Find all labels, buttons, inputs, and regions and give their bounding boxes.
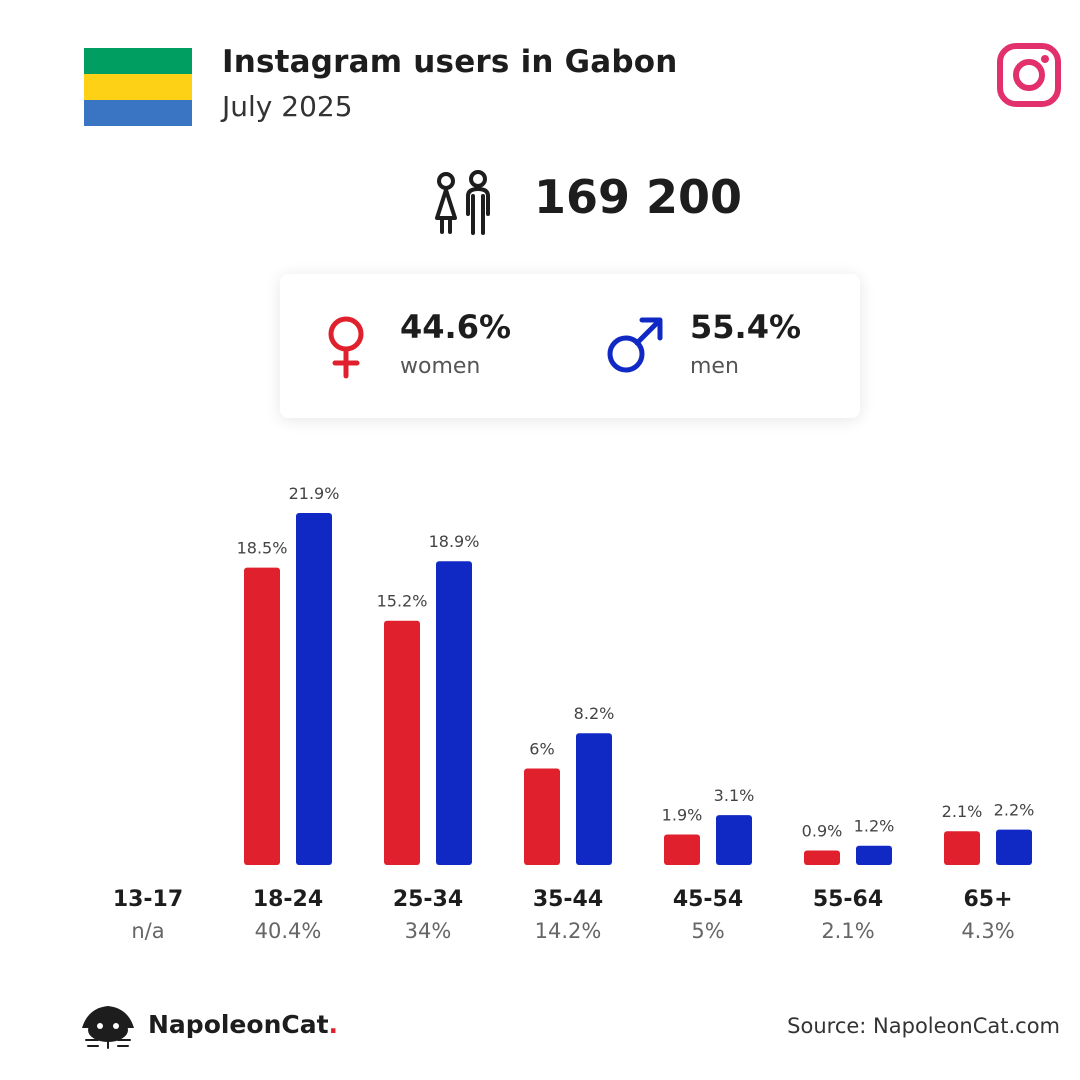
gabon-flag — [84, 48, 192, 126]
age-category-label: 45-54 — [673, 887, 743, 912]
flag-stripe-yellow — [84, 74, 192, 100]
flag-stripe-green — [84, 48, 192, 74]
page-title: Instagram users in Gabon — [222, 44, 678, 80]
bar-value-label: 2.2% — [994, 801, 1035, 820]
brand-text: NapoleonCat — [148, 1010, 329, 1039]
men-label: men — [690, 354, 739, 379]
bar-value-label: 18.5% — [237, 539, 288, 558]
age-group-total: 5% — [691, 919, 724, 943]
bar-value-label: 0.9% — [802, 822, 843, 841]
flag-stripe-blue — [84, 100, 192, 126]
age-category-label: 35-44 — [533, 887, 603, 912]
age-category-label: 13-17 — [113, 887, 183, 912]
instagram-icon — [997, 43, 1061, 107]
age-category-label: 25-34 — [393, 887, 463, 912]
age-gender-bar-chart: 13-17 n/a 18.5% 21.9% 18-24 40.4% 15.2% 18.9% 25… — [113, 484, 1035, 943]
total-users: 169 200 — [534, 170, 743, 224]
age-category-label: 18-24 — [253, 887, 323, 912]
bar-value-label: 15.2% — [377, 592, 428, 611]
age-group-total: 34% — [405, 919, 452, 943]
bar-women — [944, 831, 980, 865]
bar-men — [856, 845, 892, 865]
source-credit: Source: NapoleonCat.com — [787, 1014, 1060, 1038]
bar-value-label: 3.1% — [714, 786, 755, 805]
people-icon — [435, 170, 490, 235]
bar-men — [436, 561, 472, 865]
female-symbol-icon — [328, 316, 364, 379]
page-subtitle: July 2025 — [222, 90, 353, 123]
age-group-total: n/a — [131, 919, 164, 943]
brand-dot: . — [328, 1010, 339, 1039]
age-group-total: 14.2% — [535, 919, 602, 943]
bar-value-label: 8.2% — [574, 704, 615, 723]
bar-men — [296, 513, 332, 865]
bar-value-label: 21.9% — [289, 484, 340, 503]
bar-men — [576, 733, 612, 865]
male-symbol-icon — [607, 317, 663, 373]
women-label: women — [400, 354, 481, 379]
gender-card: 44.6% women 55.4% men — [280, 274, 860, 418]
age-group-total: 40.4% — [255, 919, 322, 943]
bar-women — [384, 620, 420, 865]
napoleoncat-logo-icon — [82, 1006, 134, 1049]
age-group-total: 4.3% — [961, 919, 1014, 943]
age-category-label: 65+ — [963, 887, 1012, 912]
bar-women — [244, 567, 280, 865]
age-category-label: 55-64 — [813, 887, 883, 912]
bar-women — [524, 768, 560, 865]
bar-value-label: 1.2% — [854, 817, 895, 836]
bar-value-label: 2.1% — [942, 802, 983, 821]
age-group-total: 2.1% — [821, 919, 874, 943]
bar-women — [804, 850, 840, 865]
women-percentage: 44.6% — [400, 308, 512, 346]
bar-value-label: 18.9% — [429, 532, 480, 551]
bar-value-label: 1.9% — [662, 805, 703, 824]
brand-name: NapoleonCat. — [148, 1010, 338, 1039]
bar-men — [996, 829, 1032, 865]
bar-women — [664, 834, 700, 865]
bar-men — [716, 815, 752, 865]
men-percentage: 55.4% — [690, 308, 802, 346]
bar-value-label: 6% — [529, 740, 554, 759]
